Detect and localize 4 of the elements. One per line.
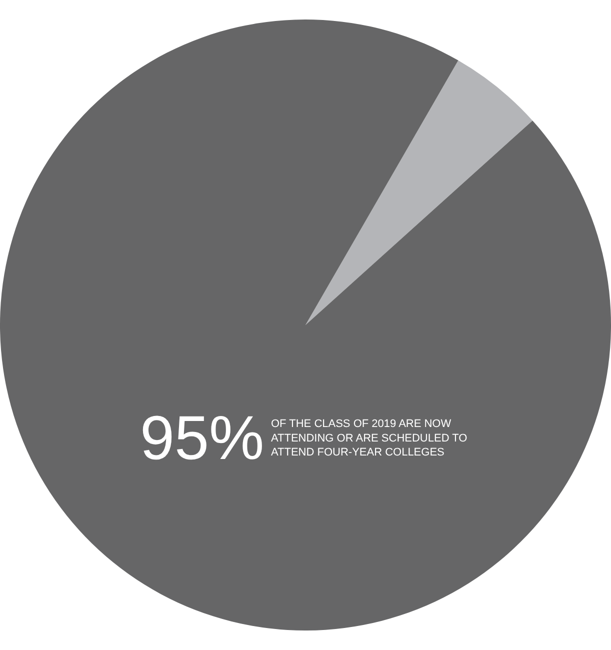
text: 95%	[140, 404, 264, 473]
pie-slice	[306, 60, 533, 325]
text: OF THE CLASS OF 2019 ARE NOW ATTENDING OR ARE SCHEDULED TO ATTEND FOUR-YEAR COLLEGES	[271, 418, 468, 459]
pie-slice	[0, 20, 611, 630]
